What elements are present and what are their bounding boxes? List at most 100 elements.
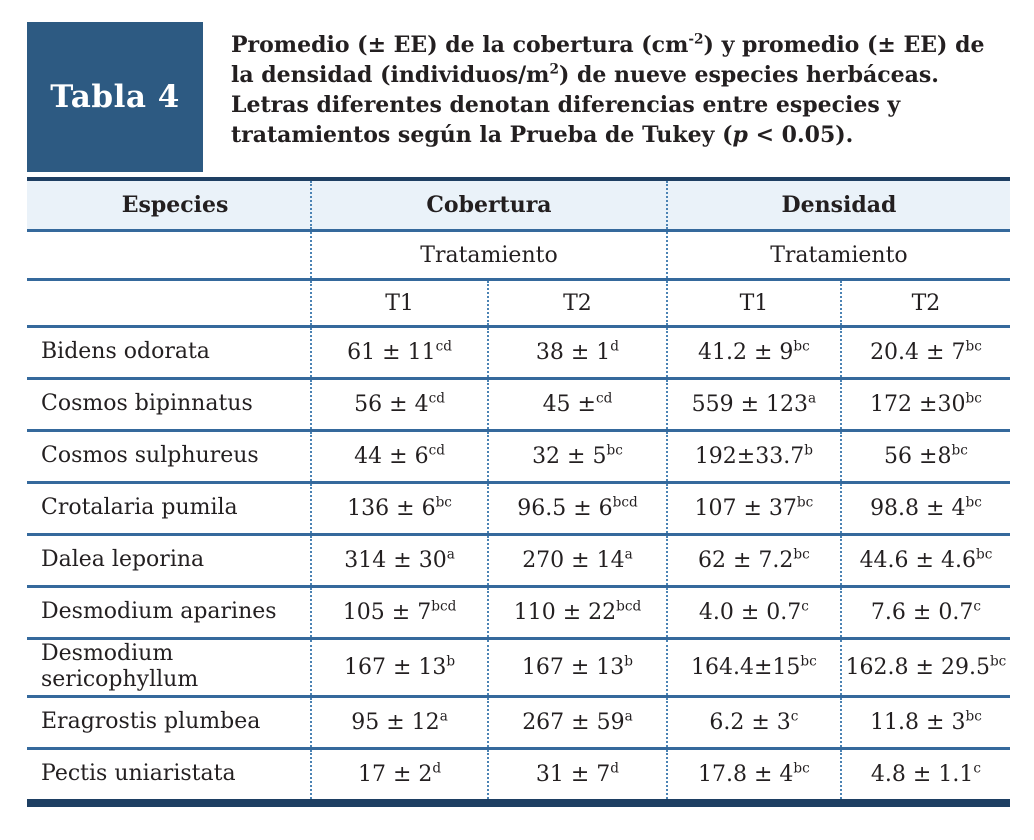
value-text: 56 ± 4 [354, 392, 429, 417]
tukey-letter-superscript: bc [951, 442, 968, 459]
value-text: 96.5 ± 6 [517, 496, 613, 521]
value-text: 38 ± 1 [535, 340, 611, 365]
table-row: Dalea leporina 314 ± 30a 270 ± 14a 62 ± 7.2… [27, 534, 1010, 587]
table-row: Desmodium aparines 105 ± 7bcd 110 ± 22 bcd 4… [27, 586, 1010, 639]
col-group-densidad: Densidad [665, 179, 1010, 231]
tukey-letter-superscript: bc [965, 390, 982, 407]
tukey-letter-superscript: a [446, 546, 455, 563]
value-cell: 38 ± 1d [487, 326, 667, 379]
caption-text: < 0.05). [747, 122, 854, 149]
empty-cell [27, 231, 311, 280]
caption-superscript: -2 [688, 31, 704, 48]
value-cell: 32 ± 5bc [487, 430, 667, 483]
value-cell: 7.6 ± 0.7c [839, 586, 1010, 639]
table-row: Pectis uniaristata 17 ± 2d 31 ± 7d 17.8 ± 4… [27, 748, 1010, 803]
caption-text: ) y promedio (± EE) de la densidad (indi… [231, 32, 985, 89]
value-text: 4.8 ± 1.1 [870, 761, 974, 787]
tukey-letter-superscript: a [624, 708, 633, 725]
value-cell: 61 ± 11cd [310, 326, 489, 379]
value-cell: 164.4±15bc [665, 638, 841, 697]
col-header-densidad-t1: T1 [665, 279, 841, 327]
table-row: Desmodium sericophyllum 167 ± 13b 167 ± 13… [27, 638, 1010, 697]
value-cell: 4.0 ± 0.7c [665, 586, 841, 639]
value-text: 4.0 ± 0.7 [698, 600, 802, 625]
table-label-box: Tabla 4 [27, 22, 203, 172]
value-text: 314 ± 30 [344, 548, 447, 573]
value-text: 11.8 ± 3 [870, 709, 966, 735]
tukey-letter-superscript: c [801, 598, 809, 615]
tukey-letter-superscript: cd [595, 390, 613, 407]
tukey-letter-superscript: d [610, 338, 620, 355]
col-header-cobertura-t2: T2 [487, 279, 667, 327]
value-cell: 56 ± 4cd [310, 378, 489, 431]
species-name-cell: Crotalaria pumila [41, 495, 238, 521]
species-name-cell: Cosmos sulphureus [41, 443, 259, 469]
value-text: 162.8 ± 29.5 [845, 654, 990, 680]
tukey-letter-superscript: d [610, 760, 620, 777]
value-text: 110 ± 22 [513, 600, 617, 625]
tukey-letter-superscript: c [973, 760, 981, 777]
tukey-letter-superscript: bc [793, 760, 810, 777]
table-body: Bidens odorata 61 ± 11cd 38 ± 1d 41.2 ± 9bc… [27, 326, 1010, 803]
treatment-label-row: Tratamiento Tratamiento [27, 230, 1010, 280]
species-name-cell: Bidens odorata [41, 339, 210, 365]
table-row: Eragrostis plumbea 95 ± 12a 267 ± 59a 6.2 ±… [27, 696, 1010, 749]
value-text: 95 ± 12 [351, 709, 440, 735]
species-name-cell: Desmodium aparines [41, 599, 277, 625]
value-cell: 6.2 ± 3c [665, 696, 841, 749]
tratamiento-label-densidad: Tratamiento [665, 230, 1010, 280]
col-header-cobertura-t1: T1 [310, 279, 489, 327]
caption-italic: p [732, 122, 748, 149]
value-text: 172 ±30 [870, 392, 966, 417]
tukey-letter-superscript: a [439, 708, 448, 725]
value-text: 6.2 ± 3 [709, 709, 791, 735]
value-text: 192±33.7 [694, 444, 805, 469]
value-cell: 172 ±30bc [839, 378, 1010, 431]
value-text: 164.4±15 [691, 654, 801, 680]
value-cell: 192±33.7b [665, 430, 841, 483]
value-cell: 98.8 ± 4bc [839, 482, 1010, 535]
tukey-letter-superscript: a [624, 546, 633, 563]
tukey-letter-superscript: bc [793, 338, 810, 355]
tukey-letter-superscript: c [790, 708, 799, 725]
value-text: 136 ± 6 [347, 496, 436, 521]
value-text: 107 ± 37 [694, 496, 797, 521]
caption-text: ) de nueve especies herbáceas. Letras di… [231, 62, 939, 149]
table-row: Cosmos bipinnatus 56 ± 4cd 45 ±cd 559 ± 123… [27, 378, 1010, 431]
value-text: 20.4 ± 7 [870, 340, 966, 365]
table-row: Bidens odorata 61 ± 11cd 38 ± 1d 41.2 ± 9bc… [27, 326, 1010, 379]
value-cell: 136 ± 6bc [310, 482, 489, 535]
value-cell: 17.8 ± 4bc [665, 748, 841, 803]
tukey-letter-superscript: bc [965, 494, 982, 511]
value-text: 56 ±8 [884, 444, 952, 469]
value-cell: 105 ± 7bcd [310, 586, 489, 639]
tukey-letter-superscript: b [804, 442, 813, 459]
tukey-letter-superscript: bc [793, 546, 810, 563]
species-name-cell: Dalea leporina [41, 547, 205, 573]
value-cell: 314 ± 30a [310, 534, 489, 587]
value-text: 45 ± [542, 392, 596, 417]
table-row: Cosmos sulphureus 44 ± 6cd 32 ± 5bc 192±33.… [27, 430, 1010, 483]
value-cell: 11.8 ± 3bc [839, 696, 1010, 749]
value-cell: 4.8 ± 1.1c [839, 748, 1010, 803]
value-cell: 20.4 ± 7bc [839, 326, 1010, 379]
species-name-cell: Pectis uniaristata [41, 761, 236, 787]
column-group-row: Especies Cobertura Densidad [27, 179, 1010, 231]
value-cell: 62 ± 7.2bc [665, 534, 841, 587]
caption-superscript: 2 [549, 61, 559, 78]
value-cell: 31 ± 7d [487, 748, 667, 803]
value-cell: 96.5 ± 6bcd [487, 482, 667, 535]
table-row: Crotalaria pumila 136 ± 6bc 96.5 ± 6bcd 107… [27, 482, 1010, 535]
tukey-letter-superscript: bc [796, 494, 814, 511]
empty-cell [27, 280, 311, 327]
value-cell: 95 ± 12a [310, 696, 489, 749]
tukey-letter-superscript: bcd [431, 598, 457, 615]
value-text: 41.2 ± 9 [698, 340, 794, 365]
tukey-letter-superscript: b [446, 653, 456, 670]
value-text: 167 ± 13 [343, 654, 447, 680]
tukey-letter-superscript: bc [989, 653, 1007, 670]
value-cell: 162.8 ± 29.5bc [839, 638, 1010, 697]
species-name-cell: Cosmos bipinnatus [41, 391, 253, 417]
value-text: 44 ± 6 [354, 444, 429, 469]
value-text: 167 ± 13 [521, 654, 625, 680]
